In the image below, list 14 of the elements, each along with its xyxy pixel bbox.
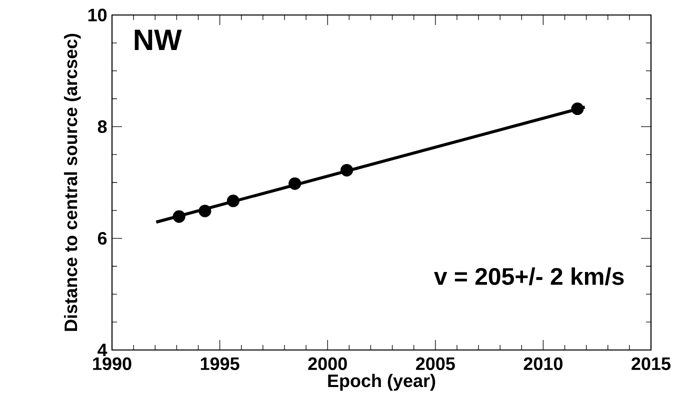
x-tick-label: 2015 <box>632 357 671 370</box>
x-tick-label: 2000 <box>308 357 347 370</box>
y-tick-label: 6 <box>98 232 107 245</box>
y-axis-title: Distance to central source (arcsec) <box>64 34 81 331</box>
y-tick-label: 4 <box>98 344 108 356</box>
annotation: NW <box>134 30 182 50</box>
x-tick-label: 1995 <box>200 357 240 370</box>
y-tick-label: 8 <box>98 120 107 134</box>
x-tick-label: 1990 <box>93 357 132 370</box>
x-axis-title: Epoch (year) <box>328 374 436 391</box>
x-tick-label: 2005 <box>416 357 455 370</box>
annotation: v = 205+/- 2 km/s <box>434 267 624 286</box>
x-tick-label: 2010 <box>524 357 562 370</box>
y-tick-label: 10 <box>88 8 107 22</box>
